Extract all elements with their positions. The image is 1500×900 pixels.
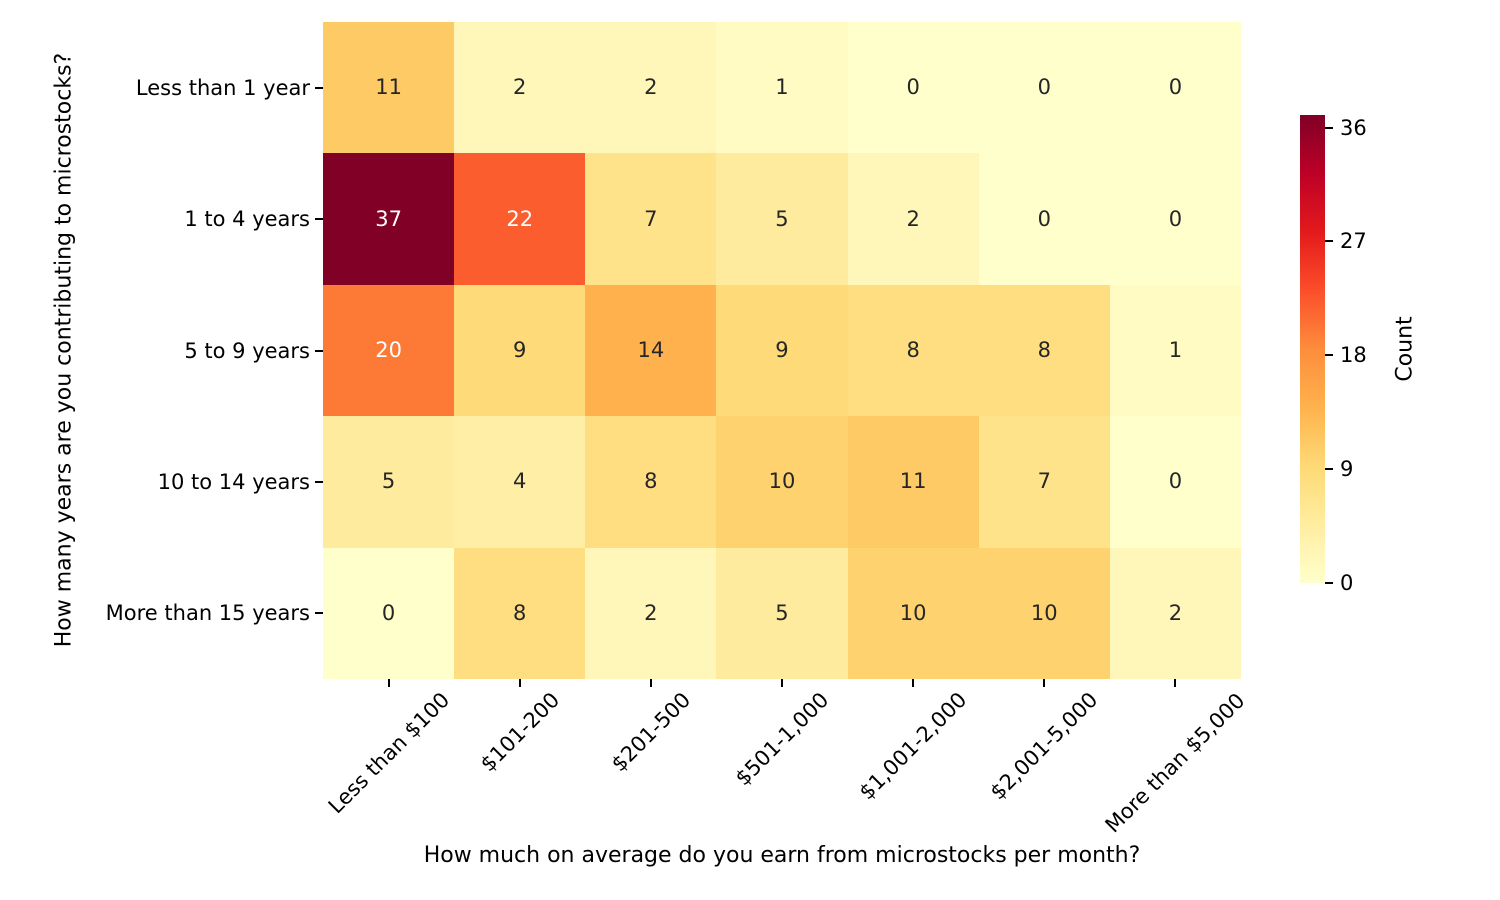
colorbar-tick-label: 9 [1340,457,1354,482]
x-tick-mark [912,679,915,687]
heatmap-cell: 0 [978,153,1110,285]
heatmap-cell: 2 [847,153,979,285]
heatmap-cell: 2 [1109,547,1241,679]
heatmap-cell: 0 [1109,22,1241,154]
heatmap-cell: 0 [978,22,1110,154]
y-tick-mark [315,349,323,352]
colorbar-tick-mark [1325,354,1333,357]
heatmap-cell: 5 [716,153,848,285]
heatmap-cell: 14 [585,284,717,417]
colorbar-tick-mark [1325,468,1333,471]
x-tick-label: $2,001-5,000 [985,687,1103,805]
heatmap-cell: 2 [454,22,586,154]
colorbar-tick-mark [1325,240,1333,243]
heatmap-cell: 10 [716,416,848,548]
heatmap-cell: 8 [585,416,717,548]
y-tick-label: Less than 1 year [135,75,310,100]
heatmap-cell: 10 [847,547,979,679]
y-tick-label: More than 15 years [105,601,310,626]
colorbar-tick-label: 18 [1340,343,1367,368]
heatmap-cell: 1 [716,22,848,154]
x-tick-mark [649,679,652,687]
heatmap-cell: 4 [454,416,586,548]
heatmap-cell: 0 [1109,416,1241,548]
y-tick-mark [315,480,323,483]
x-tick-label: $1,001-2,000 [854,687,972,805]
colorbar [1300,115,1325,583]
heatmap-cell: 5 [323,416,455,548]
heatmap-cell: 7 [978,416,1110,548]
y-tick-label: 10 to 14 years [157,469,310,494]
colorbar-tick-label: 0 [1340,571,1354,595]
y-tick-mark [315,218,323,221]
heatmap-grid: 11 2 2 1 0 0 0 37 22 7 5 2 0 0 20 9 14 9 8 8 1 5 4 8 10 11 7 0 0 8 2 5 1… [323,22,1241,679]
colorbar-title: Count [1392,316,1418,382]
colorbar-tick-mark [1325,126,1333,129]
y-tick-mark [315,612,323,615]
x-tick-label: More than $5,000 [1100,688,1250,838]
heatmap-cell: 9 [454,284,586,417]
heatmap-cell: 0 [847,22,979,154]
x-tick-label: Less than $100 [323,688,454,819]
y-tick-mark [315,86,323,89]
x-tick-mark [1043,679,1046,687]
heatmap-cell: 2 [585,547,717,679]
x-tick-label: $501-1,000 [730,687,834,791]
heatmap-cell: 20 [323,284,455,417]
heatmap-cell: 37 [323,153,455,285]
heatmap-cell: 10 [978,547,1110,679]
colorbar-tick-mark [1325,582,1333,584]
x-tick-mark [518,679,521,687]
x-tick-label: $101-200 [475,687,564,777]
heatmap-cell: 9 [716,284,848,417]
heatmap-cell: 5 [716,547,848,679]
x-tick-mark [387,679,390,687]
x-tick-label: $201-500 [606,687,696,777]
heatmap-cell: 11 [847,416,979,548]
heatmap-cell: 0 [323,547,455,679]
x-tick-mark [1174,679,1177,687]
heatmap-cell: 8 [454,547,586,679]
y-tick-label: 5 to 9 years [184,338,310,363]
heatmap-cell: 8 [847,284,979,417]
x-axis-title: How much on average do you earn from mic… [423,843,1141,868]
heatmap-cell: 7 [585,153,717,285]
colorbar-tick-label: 36 [1340,115,1367,140]
heatmap-cell: 8 [978,284,1110,417]
heatmap-cell: 0 [1109,153,1241,285]
x-tick-mark [781,679,783,687]
heatmap-cell: 11 [323,22,455,154]
y-tick-label: 1 to 4 years [184,207,310,232]
heatmap-cell: 1 [1109,284,1241,417]
colorbar-tick-label: 27 [1340,229,1367,254]
heatmap-cell: 2 [585,22,717,154]
heatmap-cell: 22 [454,153,586,285]
